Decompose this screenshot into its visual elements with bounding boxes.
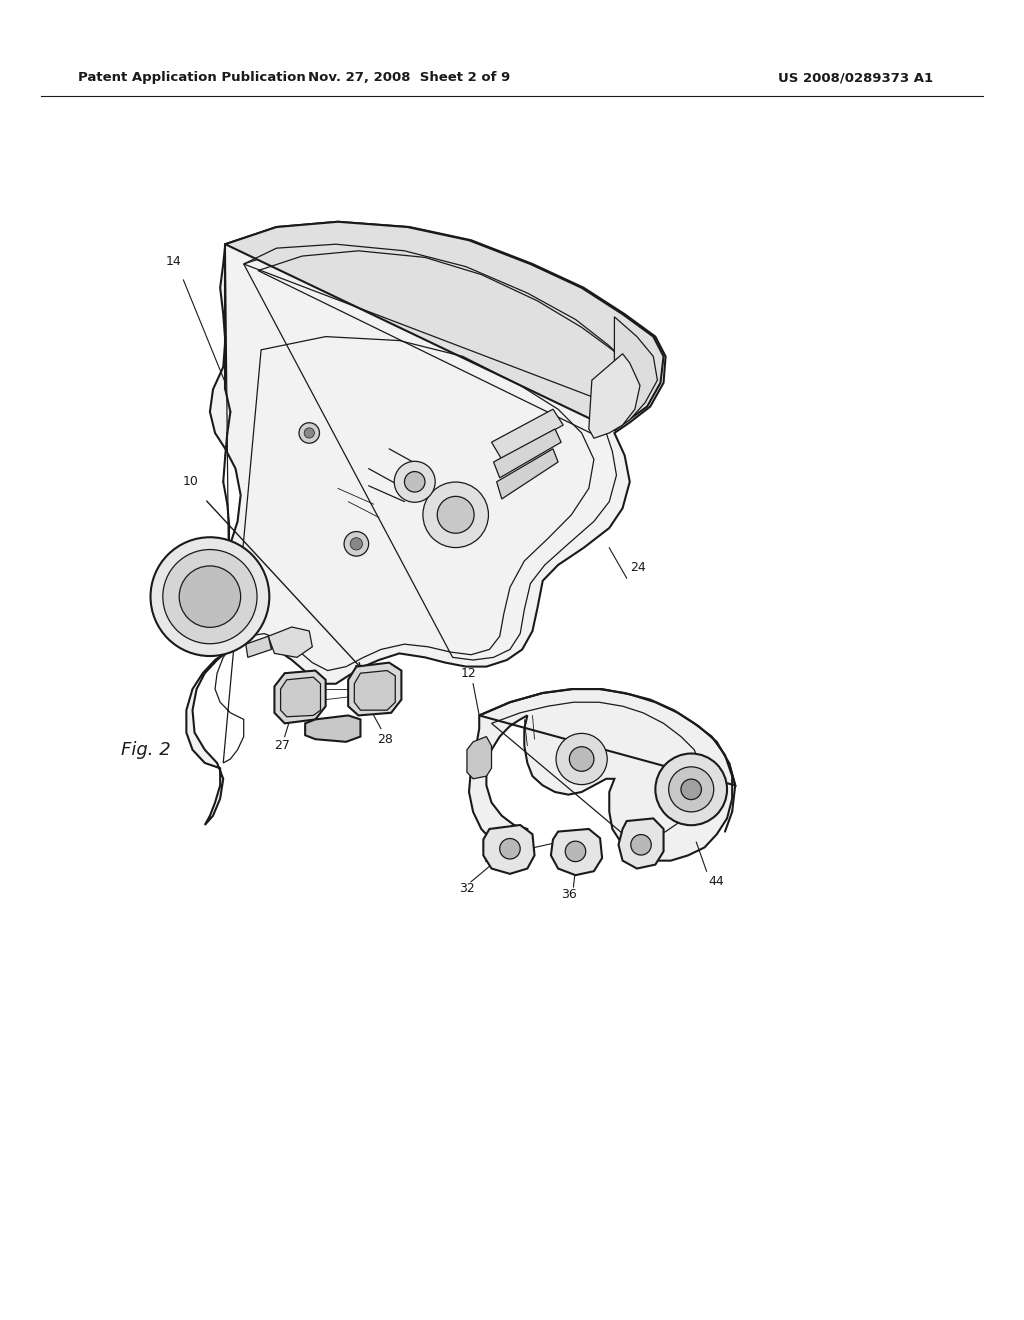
- Polygon shape: [281, 677, 321, 717]
- Polygon shape: [354, 671, 395, 710]
- Polygon shape: [497, 449, 558, 499]
- Polygon shape: [305, 715, 360, 742]
- Circle shape: [437, 496, 474, 533]
- Polygon shape: [551, 829, 602, 875]
- Text: 27: 27: [274, 739, 291, 752]
- Circle shape: [500, 838, 520, 859]
- Circle shape: [569, 747, 594, 771]
- Circle shape: [179, 566, 241, 627]
- Polygon shape: [483, 825, 535, 874]
- Polygon shape: [469, 689, 732, 861]
- Text: Fig. 2: Fig. 2: [121, 741, 171, 759]
- Text: US 2008/0289373 A1: US 2008/0289373 A1: [778, 71, 933, 84]
- Text: 24: 24: [630, 561, 645, 574]
- Text: Nov. 27, 2008  Sheet 2 of 9: Nov. 27, 2008 Sheet 2 of 9: [308, 71, 511, 84]
- Circle shape: [404, 471, 425, 492]
- Polygon shape: [274, 671, 326, 723]
- Circle shape: [304, 428, 314, 438]
- Polygon shape: [467, 737, 492, 779]
- Text: 44: 44: [709, 875, 724, 888]
- Circle shape: [681, 779, 701, 800]
- Text: 32: 32: [459, 882, 474, 895]
- Circle shape: [556, 734, 607, 784]
- Circle shape: [344, 532, 369, 556]
- Circle shape: [423, 482, 488, 548]
- Text: Patent Application Publication: Patent Application Publication: [78, 71, 305, 84]
- Text: 36: 36: [561, 888, 577, 902]
- Circle shape: [299, 422, 319, 444]
- Text: 34: 34: [483, 851, 499, 865]
- Circle shape: [631, 834, 651, 855]
- Polygon shape: [268, 627, 312, 657]
- Polygon shape: [225, 222, 664, 430]
- Circle shape: [669, 767, 714, 812]
- Polygon shape: [492, 409, 563, 459]
- Polygon shape: [246, 636, 271, 657]
- Text: 10: 10: [182, 475, 199, 488]
- Polygon shape: [348, 663, 401, 715]
- Polygon shape: [186, 222, 666, 825]
- Text: 28: 28: [377, 733, 393, 746]
- Text: 12: 12: [461, 667, 476, 680]
- Circle shape: [163, 549, 257, 644]
- Polygon shape: [618, 818, 664, 869]
- Polygon shape: [589, 354, 640, 438]
- Circle shape: [151, 537, 269, 656]
- Circle shape: [350, 537, 362, 550]
- Polygon shape: [614, 317, 657, 430]
- Polygon shape: [494, 429, 561, 478]
- Circle shape: [655, 754, 727, 825]
- Circle shape: [394, 461, 435, 503]
- Circle shape: [565, 841, 586, 862]
- Text: 14: 14: [166, 255, 181, 268]
